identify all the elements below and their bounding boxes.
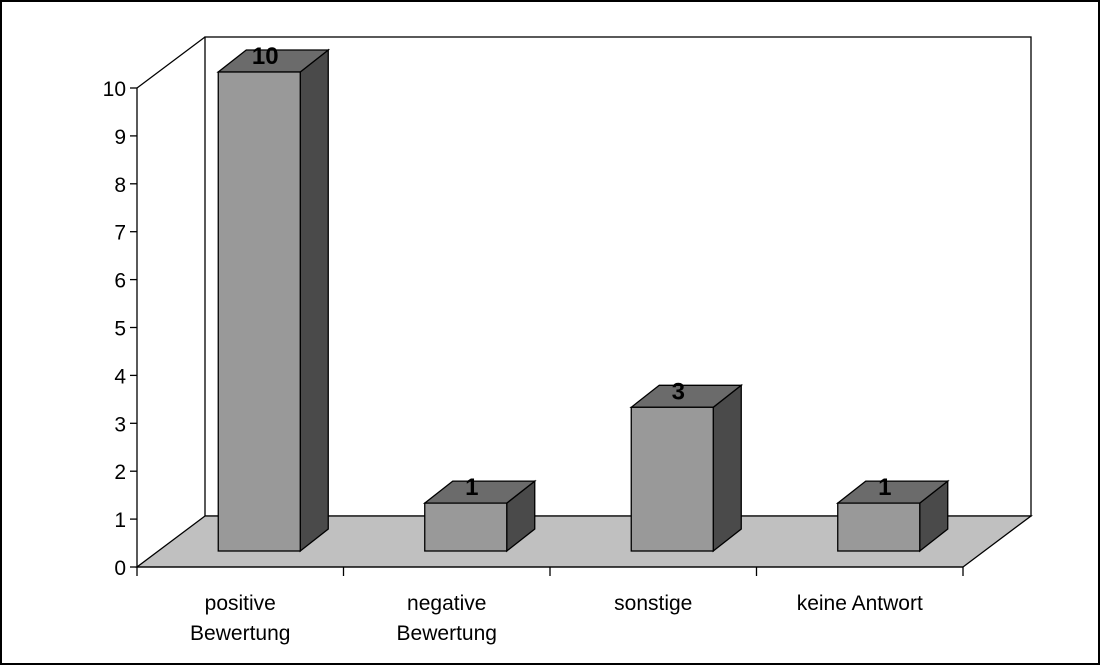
x-axis: positive Bewertung negative Bewertung sonsti…: [136, 566, 964, 645]
side-wall-top-edge: [136, 36, 206, 89]
y-tick-label: 5: [114, 318, 126, 341]
y-tick-label: 1: [114, 509, 126, 532]
y-tick-label: 8: [114, 174, 126, 197]
y-tick-label: 0: [114, 557, 126, 580]
data-label: 3: [672, 378, 685, 405]
x-category-label: positive: [205, 592, 276, 615]
y-tick-label: 10: [103, 78, 126, 101]
y-tick-label: 2: [114, 461, 126, 484]
x-category-label: Bewertung: [190, 622, 290, 645]
y-axis: 0 1 2 3 4 5 6 7 8 9 10: [103, 78, 138, 580]
y-tick-label: 7: [114, 222, 126, 245]
x-category-label: Bewertung: [397, 622, 497, 645]
bar: [422, 479, 537, 553]
bar: [835, 479, 950, 553]
x-category-label: sonstige: [614, 592, 692, 615]
bar-front: [424, 502, 508, 552]
bar: [216, 48, 331, 553]
data-label: 1: [878, 474, 891, 501]
bar-side: [712, 383, 742, 553]
chart-walls: [136, 36, 1032, 517]
bars: [216, 48, 950, 553]
data-labels: 10 1 3 1: [252, 43, 892, 501]
y-tick-label: 6: [114, 270, 126, 293]
bar-front: [837, 502, 921, 552]
y-tick-label: 4: [114, 365, 126, 388]
back-wall: [204, 36, 1032, 517]
bar-side: [299, 48, 329, 553]
y-tick-label: 9: [114, 126, 126, 149]
bar-front: [630, 406, 714, 552]
x-category-label: negative: [407, 592, 486, 615]
x-category-label: keine Antwort: [797, 592, 923, 615]
y-tick-label: 3: [114, 413, 126, 436]
data-label: 10: [252, 43, 279, 70]
data-label: 1: [465, 474, 478, 501]
bar-front: [217, 71, 301, 552]
bar: [629, 383, 744, 553]
